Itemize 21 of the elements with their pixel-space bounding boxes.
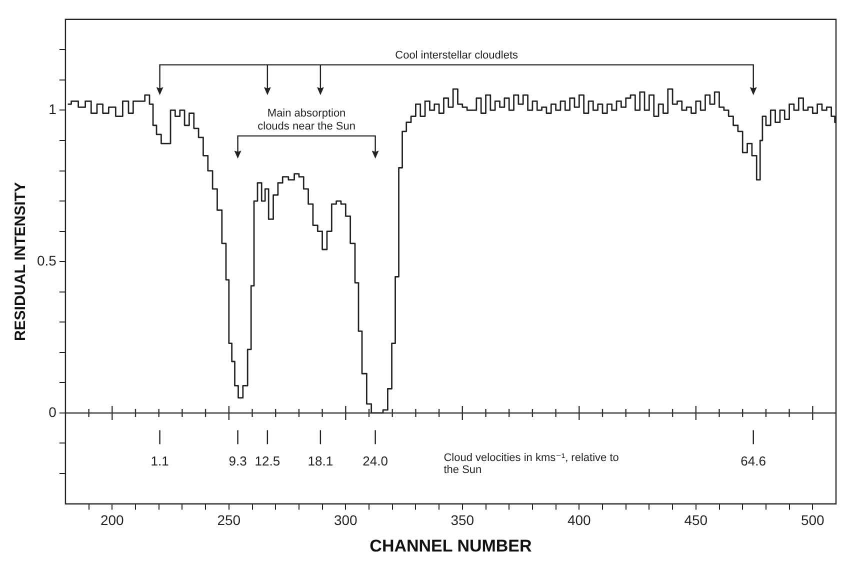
x-tick-label: 500 [800, 512, 825, 528]
y-axis-title: RESIDUAL INTENSITY [12, 182, 30, 342]
y-tick-label: 0 [48, 404, 57, 420]
x-tick-label: 300 [334, 512, 358, 528]
annotation: 64.6 [740, 453, 766, 468]
y-tick-label: 0.5 [36, 252, 57, 268]
annotation: 18.1 [308, 453, 334, 468]
x-tick-label: 400 [567, 512, 592, 528]
x-axis-title: CHANNEL NUMBER [370, 536, 532, 556]
y-tick-label: 1 [48, 101, 57, 118]
annotation: 1.1 [150, 453, 169, 468]
annotation: 12.5 [254, 453, 280, 468]
annotation: 24.0 [362, 453, 388, 468]
annotation: Cool interstellar cloudlets [395, 49, 519, 62]
annotation: 9.3 [228, 453, 247, 468]
x-tick-label: 250 [217, 512, 241, 528]
x-tick-label: 200 [100, 512, 124, 528]
x-tick-label: 350 [450, 512, 474, 528]
x-tick-label: 450 [684, 512, 708, 528]
annotation: Cloud velocities in kms⁻¹, relative to the Sun [444, 452, 619, 476]
annotation: Main absorption clouds near the Sun [258, 107, 356, 132]
